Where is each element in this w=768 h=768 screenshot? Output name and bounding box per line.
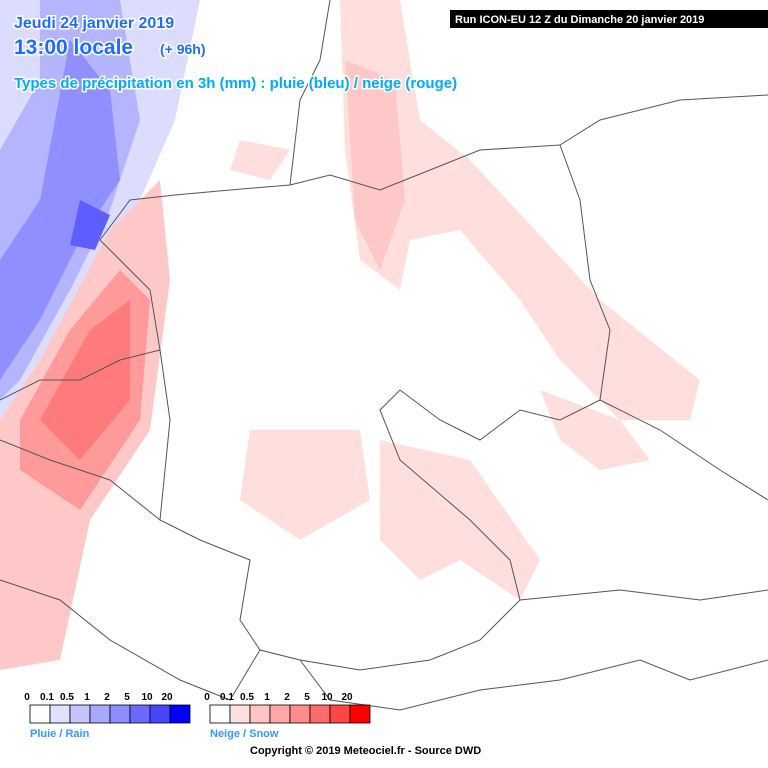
legend-rain: 0 0.1 0.5 1 2 5 10 20 Pluie / Rain [24,692,191,740]
legend-swatch [49,704,71,724]
legend-swatch [329,704,351,724]
legend-label: Neige / Snow [210,728,279,740]
copyright: Copyright © 2019 Meteociel.fr - Source D… [250,745,481,757]
legend-swatch [249,704,271,724]
legend-swatch [169,704,191,724]
legend-tick: 0.5 [240,692,254,703]
legend-swatch [269,704,291,724]
rain-field [0,0,200,420]
forecast-time: 13:00 locale [14,36,133,59]
borders [0,0,768,711]
legend-tick: 1 [264,692,270,703]
legend-swatch [349,704,371,724]
legend-swatch [289,704,311,724]
legend-tick: 0.5 [60,692,74,703]
legend-swatch [109,704,131,724]
legend-label: Pluie / Rain [30,728,90,740]
legend-tick: 10 [321,692,333,703]
legend-tick: 0 [24,692,30,703]
subtitle: Types de précipitation en 3h (mm) : plui… [14,75,457,92]
legend-swatch [209,704,231,724]
legend-swatch [69,704,91,724]
legend-tick: 10 [141,692,153,703]
legend-snow: 0 0.1 0.5 1 2 5 10 20 Neige / Snow [204,692,371,740]
run-info: Run ICON-EU 12 Z du Dimanche 20 janvier … [455,14,704,26]
legend-tick: 2 [104,692,110,703]
legend-tick: 0 [204,692,210,703]
legend-swatch [129,704,151,724]
legend-tick: 20 [341,692,353,703]
snow-field [0,0,700,670]
forecast-date: Jeudi 24 janvier 2019 [14,15,174,32]
legend-tick: 0.1 [220,692,234,703]
legend-swatch [29,704,51,724]
legend-swatch [309,704,331,724]
run-banner [450,10,768,28]
legend-tick: 1 [84,692,90,703]
legend-swatch [229,704,251,724]
forecast-lead: (+ 96h) [160,41,206,57]
legend-swatch [149,704,171,724]
legend-tick: 0.1 [40,692,54,703]
legend-tick: 20 [161,692,173,703]
legend-swatch [89,704,111,724]
legend-tick: 2 [284,692,290,703]
legend-tick: 5 [124,692,130,703]
legend-tick: 5 [304,692,310,703]
